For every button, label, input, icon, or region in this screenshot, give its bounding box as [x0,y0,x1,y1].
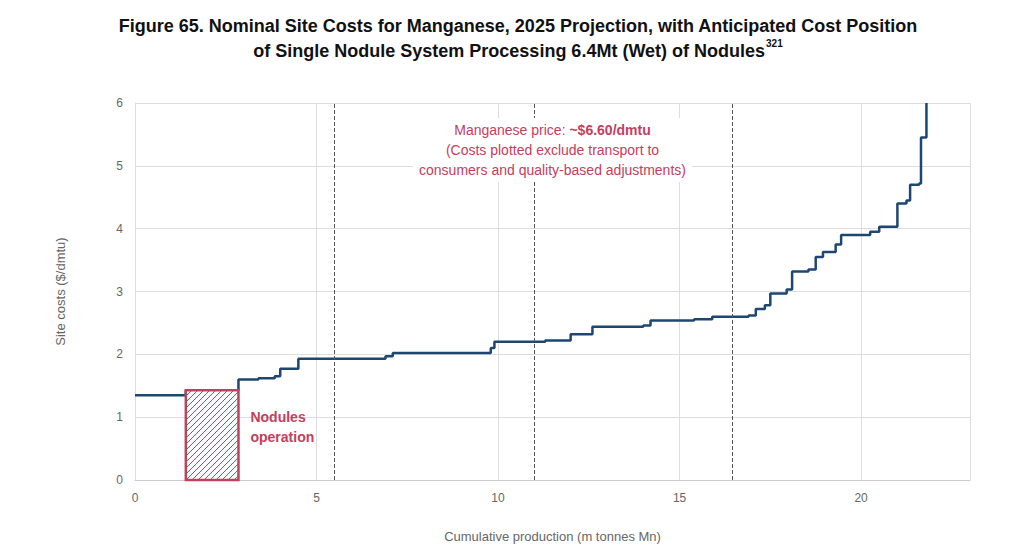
svg-text:Cumulative production (m tonne: Cumulative production (m tonnes Mn) [444,529,661,544]
svg-text:6: 6 [116,96,123,110]
svg-text:10: 10 [491,491,505,505]
svg-text:Site costs ($/dmtu): Site costs ($/dmtu) [53,237,68,345]
svg-text:5: 5 [313,491,320,505]
svg-text:20: 20 [854,491,868,505]
svg-text:~$6.60/dmtu: ~$6.60/dmtu [569,122,650,138]
svg-text:(Costs plotted exclude transpo: (Costs plotted exclude transport to [446,142,659,158]
svg-text:Figure 65. Nominal Site Costs: Figure 65. Nominal Site Costs for Mangan… [119,16,917,36]
svg-text:Nodules: Nodules [250,409,305,425]
svg-text:0: 0 [116,473,123,487]
svg-text:2: 2 [116,347,123,361]
svg-text:5: 5 [116,159,123,173]
svg-text:0: 0 [132,491,139,505]
svg-text:consumers and quality-based ad: consumers and quality-based adjustments) [419,162,686,178]
svg-text:operation: operation [250,429,314,445]
svg-text:4: 4 [116,222,123,236]
svg-text:15: 15 [673,491,687,505]
svg-text:3: 3 [116,285,123,299]
svg-text:1: 1 [116,410,123,424]
svg-text:321: 321 [766,38,783,49]
svg-text:of Single Nodule System Proces: of Single Nodule System Processing 6.4Mt… [253,41,765,61]
svg-text:Manganese price:: Manganese price: [454,122,569,138]
